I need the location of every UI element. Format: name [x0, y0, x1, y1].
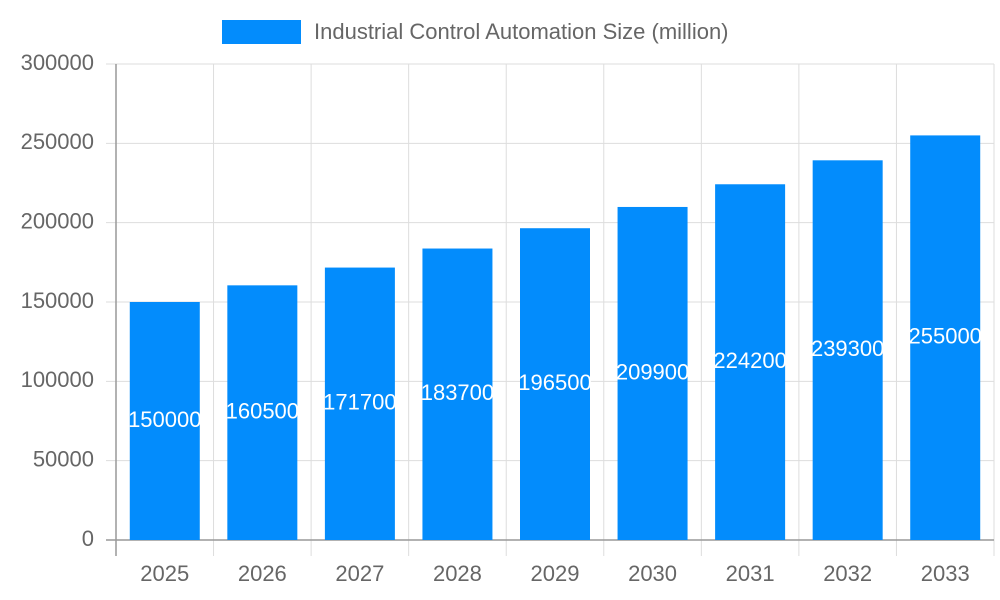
- bar: [520, 228, 590, 540]
- x-tick-label: 2025: [140, 561, 189, 586]
- data-label: 160500: [226, 398, 299, 423]
- bar: [812, 160, 883, 540]
- bar: [227, 285, 298, 540]
- bar: [422, 248, 493, 540]
- data-label: 171700: [323, 390, 396, 415]
- x-tick-label: 2029: [531, 561, 580, 586]
- bar: [324, 267, 395, 540]
- data-label: 224200: [713, 348, 786, 373]
- x-tick-label: 2033: [921, 561, 970, 586]
- y-tick-label: 200000: [21, 208, 94, 233]
- x-tick-label: 2032: [823, 561, 872, 586]
- x-tick-label: 2026: [238, 561, 287, 586]
- x-tick-label: 2028: [433, 561, 482, 586]
- bar: [715, 184, 786, 540]
- legend-label: Industrial Control Automation Size (mill…: [314, 19, 729, 44]
- y-tick-label: 300000: [21, 50, 94, 75]
- data-label: 239300: [811, 336, 884, 361]
- y-tick-label: 0: [82, 526, 94, 551]
- data-label: 183700: [421, 380, 494, 405]
- y-tick-label: 250000: [21, 129, 94, 154]
- y-tick-label: 150000: [21, 288, 94, 313]
- x-tick-label: 2031: [726, 561, 775, 586]
- data-label: 150000: [128, 407, 201, 432]
- y-tick-label: 100000: [21, 367, 94, 392]
- y-tick-label: 50000: [33, 446, 94, 471]
- data-label: 196500: [518, 370, 591, 395]
- legend-swatch: [222, 20, 301, 44]
- data-label: 255000: [909, 324, 982, 349]
- x-tick-label: 2030: [628, 561, 677, 586]
- bar: [129, 302, 200, 540]
- x-tick-label: 2027: [335, 561, 384, 586]
- bar: [910, 135, 981, 540]
- data-label: 209900: [616, 359, 689, 384]
- bar: [617, 206, 688, 540]
